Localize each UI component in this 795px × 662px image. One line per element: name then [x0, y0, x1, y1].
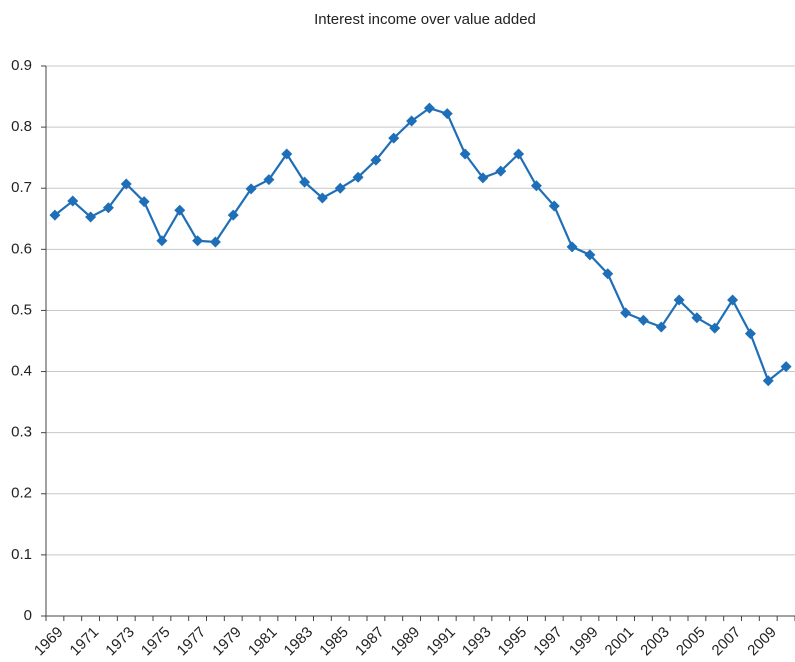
y-tick-label: 0.5	[11, 301, 32, 318]
data-point	[281, 148, 293, 160]
data-point	[388, 132, 400, 144]
data-point	[655, 321, 667, 333]
x-tick-label: 1971	[67, 624, 103, 660]
x-tick-label: 1979	[209, 624, 245, 660]
data-point	[245, 183, 257, 195]
y-tick-label: 0.9	[11, 57, 32, 74]
x-tick-label: 1989	[388, 624, 424, 660]
data-point	[727, 294, 739, 306]
x-tick-label: 1997	[530, 624, 566, 660]
x-tick-label: 2007	[709, 624, 745, 660]
x-tick-label: 1999	[566, 624, 602, 660]
y-tick-label: 0	[24, 607, 32, 624]
x-tick-label: 2001	[602, 624, 638, 660]
data-point	[192, 235, 204, 247]
x-tick-label: 1977	[174, 624, 210, 660]
data-point	[530, 180, 542, 192]
data-point	[477, 172, 489, 184]
data-point	[602, 268, 614, 280]
x-tick-label: 1995	[495, 624, 531, 660]
data-point	[441, 108, 453, 120]
data-point	[780, 361, 792, 373]
data-point	[120, 178, 132, 190]
data-point	[762, 375, 774, 387]
data-point	[299, 176, 311, 188]
data-point	[174, 204, 186, 216]
y-tick-label: 0.6	[11, 240, 32, 257]
data-point	[513, 148, 525, 160]
data-point	[744, 328, 756, 340]
x-tick-label: 1991	[423, 624, 459, 660]
data-point	[637, 314, 649, 326]
y-tick-label: 0.8	[11, 118, 32, 135]
data-point	[334, 182, 346, 194]
data-point	[370, 154, 382, 166]
data-point	[138, 196, 150, 208]
series-line	[54, 106, 787, 383]
chart-title: Interest income over value added	[314, 11, 536, 28]
data-point	[263, 174, 275, 186]
y-tick-label: 0.7	[11, 179, 32, 196]
y-tick-label: 0.3	[11, 424, 32, 441]
x-tick-label: 1969	[31, 624, 67, 660]
x-tick-label: 1985	[316, 624, 352, 660]
x-tick-label: 1983	[281, 624, 317, 660]
x-tick-label: 1993	[459, 624, 495, 660]
x-tick-label: 1973	[102, 624, 138, 660]
data-point	[548, 200, 560, 212]
data-point	[423, 102, 435, 114]
data-point	[102, 202, 114, 214]
data-point	[227, 209, 239, 221]
x-tick-label: 1981	[245, 624, 281, 660]
data-point	[49, 209, 61, 221]
data-point	[156, 235, 168, 247]
y-tick-label: 0.1	[11, 546, 32, 563]
data-point	[85, 211, 97, 223]
data-point	[67, 195, 79, 207]
x-tick-label: 1975	[138, 624, 174, 660]
data-point	[709, 322, 721, 334]
data-point	[691, 312, 703, 324]
data-point	[316, 192, 328, 204]
data-point	[495, 165, 507, 177]
y-tick-label: 0.4	[11, 363, 32, 380]
data-point	[459, 148, 471, 160]
data-point	[352, 171, 364, 183]
x-tick-label: 2005	[673, 624, 709, 660]
x-tick-label: 2009	[744, 624, 780, 660]
data-point	[620, 307, 632, 319]
data-point	[673, 294, 685, 306]
data-point	[209, 236, 221, 248]
data-point	[406, 115, 418, 127]
data-point	[566, 241, 578, 253]
x-tick-label: 2003	[637, 624, 673, 660]
data-point	[584, 249, 596, 261]
x-tick-label: 1987	[352, 624, 388, 660]
y-tick-label: 0.2	[11, 485, 32, 502]
